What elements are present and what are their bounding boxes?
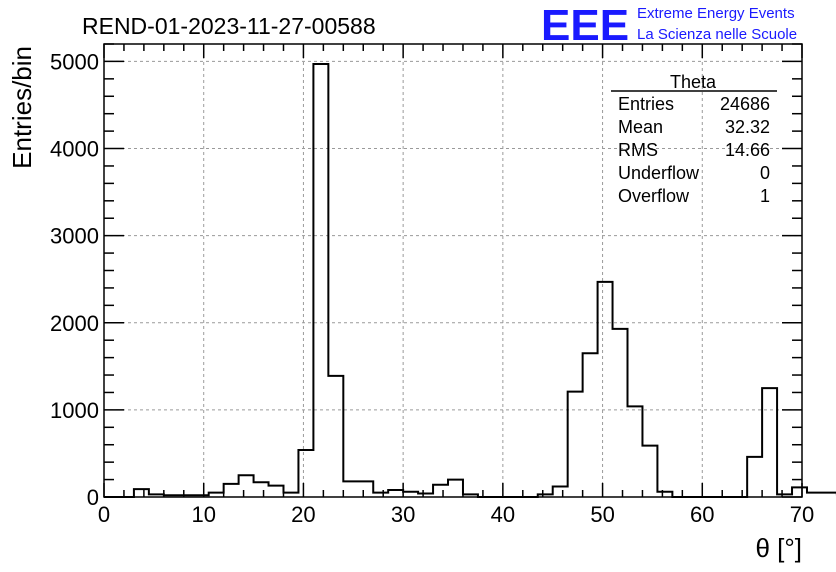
- eee-logo: EEE Extreme Energy Events La Scienza nel…: [541, 1, 797, 50]
- x-tick-label: 20: [291, 502, 315, 527]
- stats-label: Overflow: [618, 186, 690, 206]
- grid-lines: [104, 44, 802, 497]
- stats-label: RMS: [618, 140, 658, 160]
- stats-value: 24686: [720, 94, 770, 114]
- chart-title: REND-01-2023-11-27-00588: [82, 13, 376, 39]
- x-axis-label: θ [°]: [755, 533, 802, 563]
- y-tick-label: 5000: [50, 49, 99, 74]
- y-tick-label: 1000: [50, 398, 99, 423]
- x-tick-label: 30: [391, 502, 415, 527]
- stats-value: 1: [760, 186, 770, 206]
- stats-label: Mean: [618, 117, 663, 137]
- stats-label: Underflow: [618, 163, 700, 183]
- x-tick-label: 60: [690, 502, 714, 527]
- plot-frame: [103, 43, 803, 498]
- stats-value: 0: [760, 163, 770, 183]
- x-tick-label: 10: [191, 502, 215, 527]
- stats-title: Theta: [670, 72, 717, 92]
- y-tick-label: 0: [87, 485, 99, 510]
- y-tick-labels: 0 1000 2000 3000 4000 5000: [50, 49, 99, 510]
- y-tick-label: 2000: [50, 311, 99, 336]
- y-tick-label: 3000: [50, 224, 99, 249]
- y-axis-label: Entries/bin: [7, 46, 37, 169]
- logo-mark: EEE: [541, 1, 629, 50]
- logo-line-2: La Scienza nelle Scuole: [637, 26, 797, 43]
- y-tick-label: 4000: [50, 137, 99, 162]
- x-tick-label: 40: [491, 502, 515, 527]
- x-tick-label: 0: [98, 502, 110, 527]
- logo-line-1: Extreme Energy Events: [637, 5, 795, 22]
- stats-box: Theta Entries 24686 Mean 32.32 RMS 14.66 Under…: [611, 72, 777, 206]
- axis-ticks: [103, 43, 803, 498]
- x-tick-labels: 0 10 20 30 40 50 60 70: [98, 502, 814, 527]
- stats-value: 32.32: [725, 117, 770, 137]
- x-tick-label: 70: [790, 502, 814, 527]
- stats-label: Entries: [618, 94, 674, 114]
- stats-value: 14.66: [725, 140, 770, 160]
- x-tick-label: 50: [590, 502, 614, 527]
